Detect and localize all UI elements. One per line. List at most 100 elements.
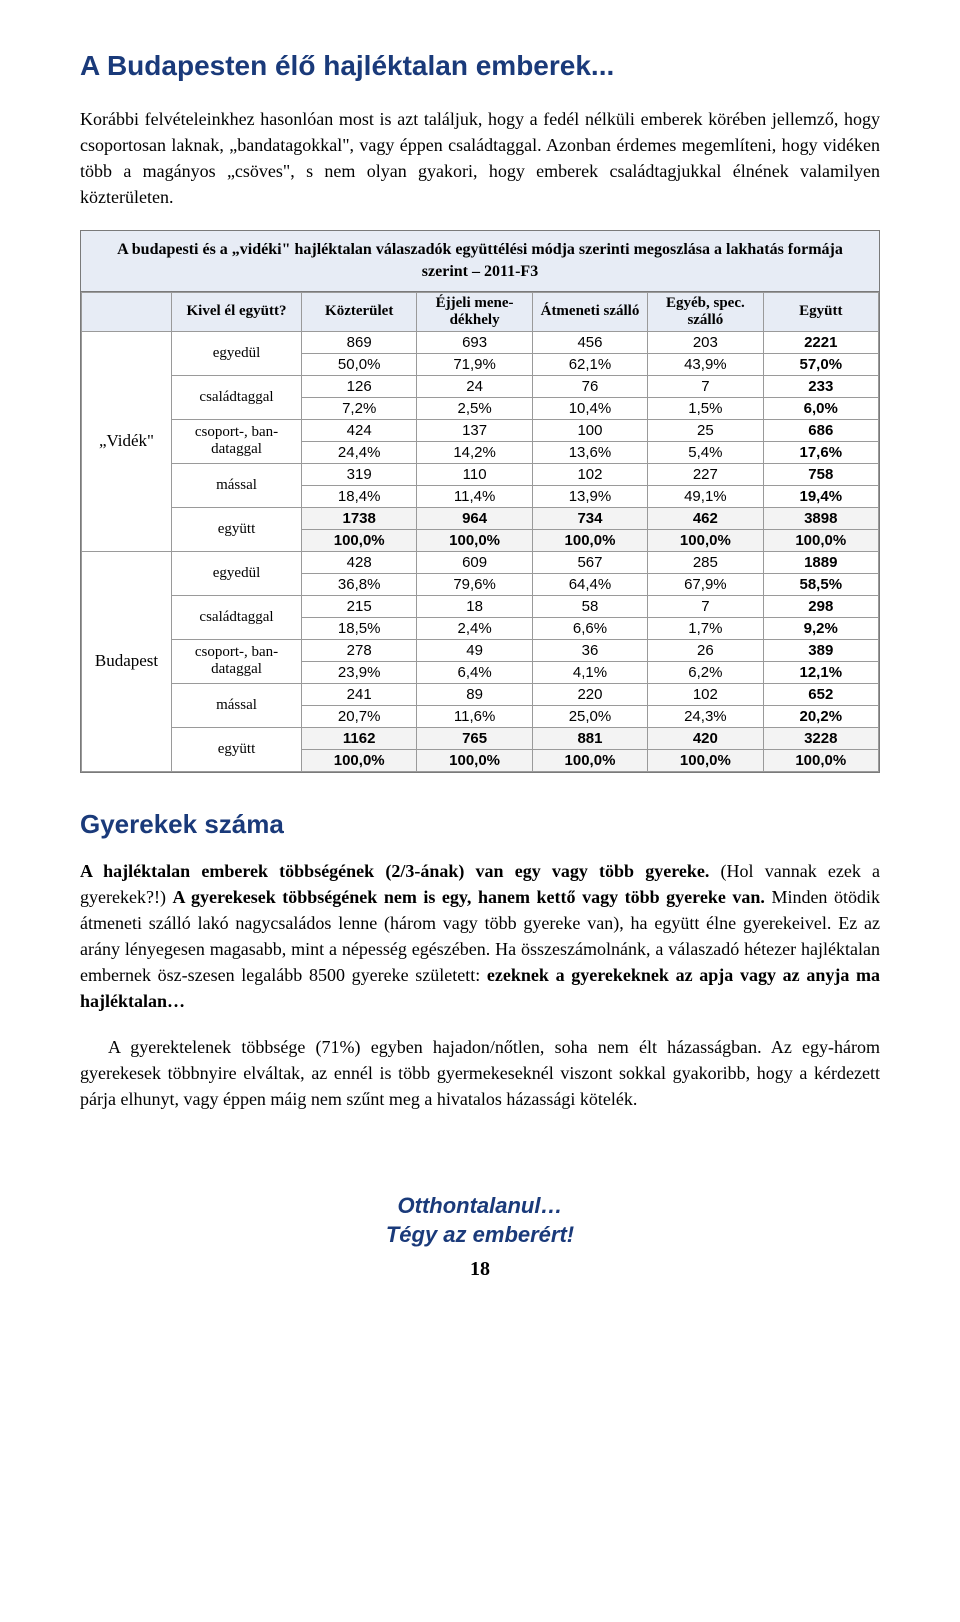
region-label: Budapest (82, 551, 172, 771)
table-cell-count: 758 (763, 463, 878, 485)
region-label: „Vidék" (82, 331, 172, 551)
table-cell-count: 24 (417, 375, 532, 397)
table-cell-pct: 25,0% (532, 705, 647, 727)
table-cell-count: 58 (532, 595, 647, 617)
page-number: 18 (80, 1256, 880, 1282)
table-cell-pct: 6,6% (532, 617, 647, 639)
table-header-blank (82, 292, 172, 331)
table-header-col: Átmeneti szálló (532, 292, 647, 331)
table-cell-count: 567 (532, 551, 647, 573)
table-cell-count: 1162 (302, 727, 417, 749)
table-cell-pct: 6,0% (763, 397, 878, 419)
footer-line-2: Tégy az emberért! (80, 1221, 880, 1250)
table-cell-pct: 5,4% (648, 441, 763, 463)
table-body: Kivel él együtt?KözterületÉjjeli mene- d… (81, 292, 879, 772)
table-cell-pct: 9,2% (763, 617, 878, 639)
table-cell-count: 298 (763, 595, 878, 617)
whom-label: mással (172, 463, 302, 507)
intro-paragraph: Korábbi felvételeinkhez hasonlóan most i… (80, 106, 880, 210)
table-cell-pct: 19,4% (763, 485, 878, 507)
table-cell-count: 7 (648, 375, 763, 397)
table-cell-count: 278 (302, 639, 417, 661)
table-cell-count: 686 (763, 419, 878, 441)
table-cell-count: 609 (417, 551, 532, 573)
table-cell-pct: 100,0% (417, 529, 532, 551)
table-cell-pct: 11,6% (417, 705, 532, 727)
table-cell-pct: 6,4% (417, 661, 532, 683)
whom-label: együtt (172, 507, 302, 551)
whom-label: egyedül (172, 551, 302, 595)
table-cell-pct: 100,0% (302, 749, 417, 771)
page-title: A Budapesten élő hajléktalan emberek... (80, 50, 880, 82)
table-cell-count: 389 (763, 639, 878, 661)
bold-text-run: A gyerekesek többségének nem is egy, han… (173, 887, 765, 907)
table-cell-count: 693 (417, 331, 532, 353)
table-cell-pct: 100,0% (532, 529, 647, 551)
table-cell-pct: 4,1% (532, 661, 647, 683)
table-cell-count: 1889 (763, 551, 878, 573)
whom-label: családtaggal (172, 375, 302, 419)
table-cell-count: 100 (532, 419, 647, 441)
table-cell-pct: 11,4% (417, 485, 532, 507)
table-header-col: Együtt (763, 292, 878, 331)
table-cell-count: 428 (302, 551, 417, 573)
table-cell-pct: 20,7% (302, 705, 417, 727)
table-cell-pct: 1,5% (648, 397, 763, 419)
table-cell-pct: 24,4% (302, 441, 417, 463)
table-cell-count: 233 (763, 375, 878, 397)
table-cell-pct: 62,1% (532, 353, 647, 375)
table-cell-pct: 2,4% (417, 617, 532, 639)
table-cell-count: 964 (417, 507, 532, 529)
table-cell-count: 2221 (763, 331, 878, 353)
table-cell-pct: 14,2% (417, 441, 532, 463)
table-cell-pct: 100,0% (648, 529, 763, 551)
table-cell-pct: 79,6% (417, 573, 532, 595)
children-paragraph-2: A gyerektelenek többsége (71%) egyben ha… (80, 1034, 880, 1112)
table-cell-count: 215 (302, 595, 417, 617)
table-cell-pct: 71,9% (417, 353, 532, 375)
table-cell-pct: 100,0% (648, 749, 763, 771)
table-cell-count: 424 (302, 419, 417, 441)
table-cell-count: 36 (532, 639, 647, 661)
table-cell-pct: 50,0% (302, 353, 417, 375)
table-header-col: Éjjeli mene- dékhely (417, 292, 532, 331)
table-cell-pct: 49,1% (648, 485, 763, 507)
table-cell-pct: 100,0% (763, 529, 878, 551)
table-cell-count: 89 (417, 683, 532, 705)
table-cell-count: 420 (648, 727, 763, 749)
bold-text-run: A hajléktalan emberek többségének (2/3-á… (80, 861, 709, 881)
table-cell-pct: 2,5% (417, 397, 532, 419)
children-paragraph-1: A hajléktalan emberek többségének (2/3-á… (80, 858, 880, 1015)
table-cell-count: 203 (648, 331, 763, 353)
table-cell-count: 241 (302, 683, 417, 705)
table-cell-count: 7 (648, 595, 763, 617)
distribution-table: A budapesti és a „vidéki" hajléktalan vá… (80, 230, 880, 772)
table-cell-count: 765 (417, 727, 532, 749)
table-cell-pct: 7,2% (302, 397, 417, 419)
whom-label: egyedül (172, 331, 302, 375)
table-cell-count: 26 (648, 639, 763, 661)
table-cell-count: 25 (648, 419, 763, 441)
whom-label: csoport-, ban-dataggal (172, 639, 302, 683)
table-cell-count: 652 (763, 683, 878, 705)
table-cell-pct: 10,4% (532, 397, 647, 419)
whom-label: együtt (172, 727, 302, 771)
table-cell-count: 126 (302, 375, 417, 397)
table-cell-count: 462 (648, 507, 763, 529)
table-cell-pct: 57,0% (763, 353, 878, 375)
table-cell-count: 18 (417, 595, 532, 617)
whom-label: csoport-, ban-dataggal (172, 419, 302, 463)
table-cell-count: 3228 (763, 727, 878, 749)
table-cell-pct: 43,9% (648, 353, 763, 375)
table-cell-pct: 18,5% (302, 617, 417, 639)
table-cell-pct: 13,6% (532, 441, 647, 463)
table-cell-pct: 100,0% (417, 749, 532, 771)
table-cell-pct: 1,7% (648, 617, 763, 639)
table-cell-pct: 100,0% (532, 749, 647, 771)
table-cell-count: 102 (648, 683, 763, 705)
table-cell-pct: 17,6% (763, 441, 878, 463)
table-cell-pct: 18,4% (302, 485, 417, 507)
table-cell-pct: 58,5% (763, 573, 878, 595)
section-heading-children: Gyerekek száma (80, 809, 880, 840)
table-cell-count: 49 (417, 639, 532, 661)
